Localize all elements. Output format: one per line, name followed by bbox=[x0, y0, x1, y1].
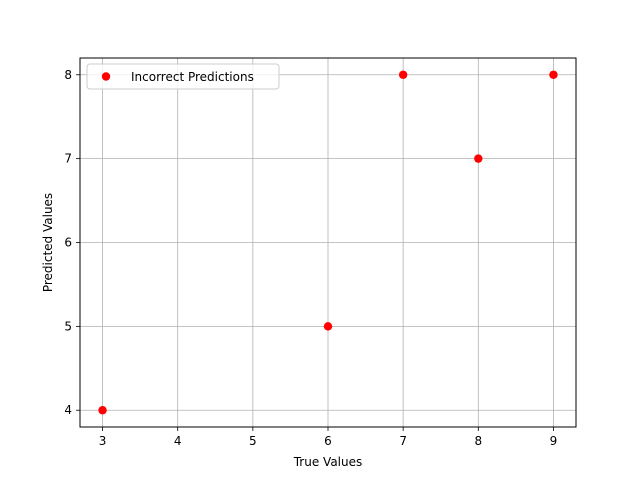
legend-label: Incorrect Predictions bbox=[131, 70, 254, 84]
y-tick-label: 7 bbox=[64, 152, 72, 166]
legend-marker bbox=[101, 72, 111, 81]
legend: Incorrect Predictions bbox=[86, 63, 280, 90]
x-tick-label: 7 bbox=[399, 434, 407, 448]
data-point bbox=[323, 322, 333, 331]
data-points bbox=[98, 70, 558, 415]
y-tick-label: 5 bbox=[64, 319, 72, 333]
grid-lines bbox=[80, 58, 576, 427]
y-tick-label: 6 bbox=[64, 236, 72, 250]
x-tick-label: 6 bbox=[324, 434, 332, 448]
data-point bbox=[98, 406, 107, 415]
x-tick-label: 8 bbox=[474, 434, 482, 448]
y-axis-label: Predicted Values bbox=[41, 193, 55, 292]
x-tick-label: 3 bbox=[99, 434, 107, 448]
data-point bbox=[549, 70, 558, 79]
x-tick-label: 4 bbox=[174, 434, 182, 448]
x-tick-label: 9 bbox=[550, 434, 558, 448]
legend-box bbox=[86, 63, 280, 90]
y-tick-label: 8 bbox=[64, 68, 72, 82]
axis-ticks: 3 4 5 6 7 8 9 4 5 6 7 8 bbox=[64, 68, 557, 448]
data-point bbox=[398, 70, 408, 79]
y-tick-label: 4 bbox=[64, 403, 72, 417]
data-point bbox=[474, 154, 483, 163]
x-tick-label: 5 bbox=[249, 434, 257, 448]
x-axis-label: True Values bbox=[293, 455, 363, 469]
